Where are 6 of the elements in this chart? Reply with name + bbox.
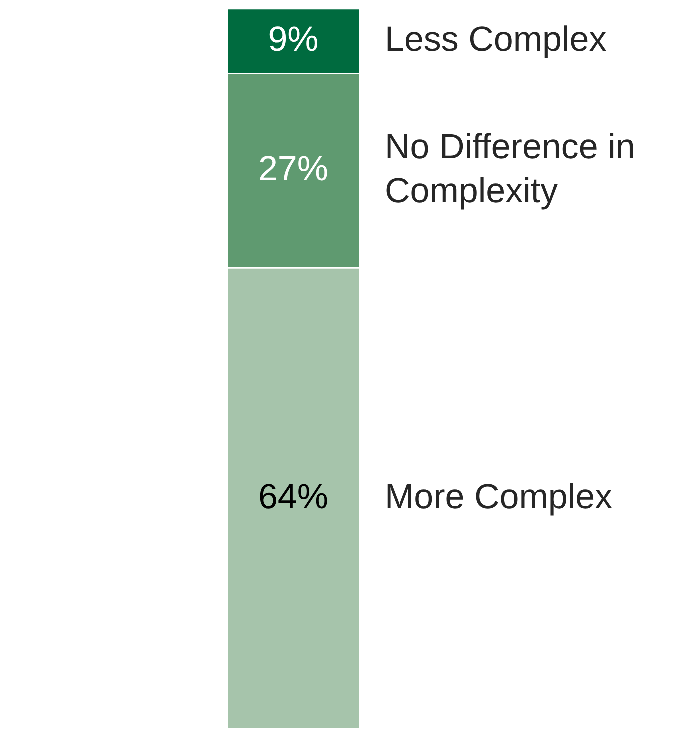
data-label: 27% bbox=[258, 150, 329, 189]
series-label: No Difference in Complexity bbox=[385, 128, 636, 211]
series-label: Less Complex bbox=[385, 20, 608, 60]
series-label: More Complex bbox=[385, 477, 614, 516]
data-label: 64% bbox=[258, 477, 329, 516]
data-label: 9% bbox=[268, 20, 319, 60]
